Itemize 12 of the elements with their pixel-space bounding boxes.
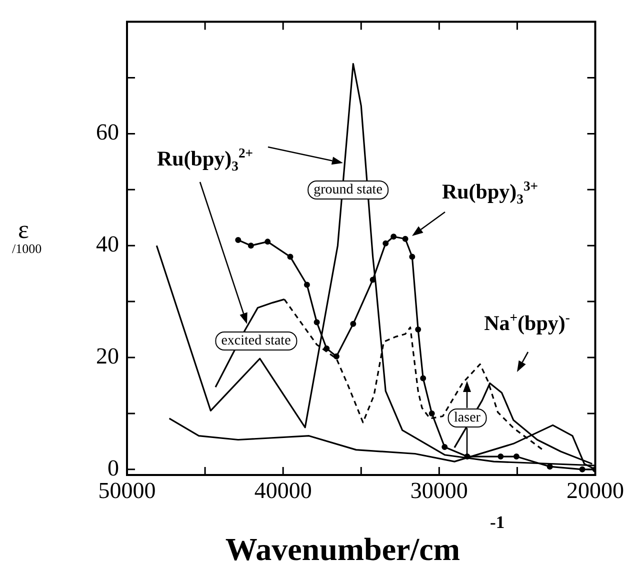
x-tick-label: 20000 [566, 478, 624, 503]
annotation: ground state [308, 180, 388, 200]
y-tick-label: 20 [96, 344, 119, 369]
y-tick-label: 0 [108, 455, 119, 480]
y-tick-label: 40 [96, 232, 119, 257]
x-tick-label: 40000 [254, 478, 312, 503]
annotation: excited state [215, 332, 297, 350]
y-tick-label: 60 [96, 120, 119, 145]
x-tick-label: 50000 [98, 478, 156, 503]
x-tick-label: 30000 [410, 478, 468, 503]
annotation: Na$^{+}$(bpy)$^{-}$ [484, 310, 570, 336]
annotation: laser [448, 408, 486, 428]
